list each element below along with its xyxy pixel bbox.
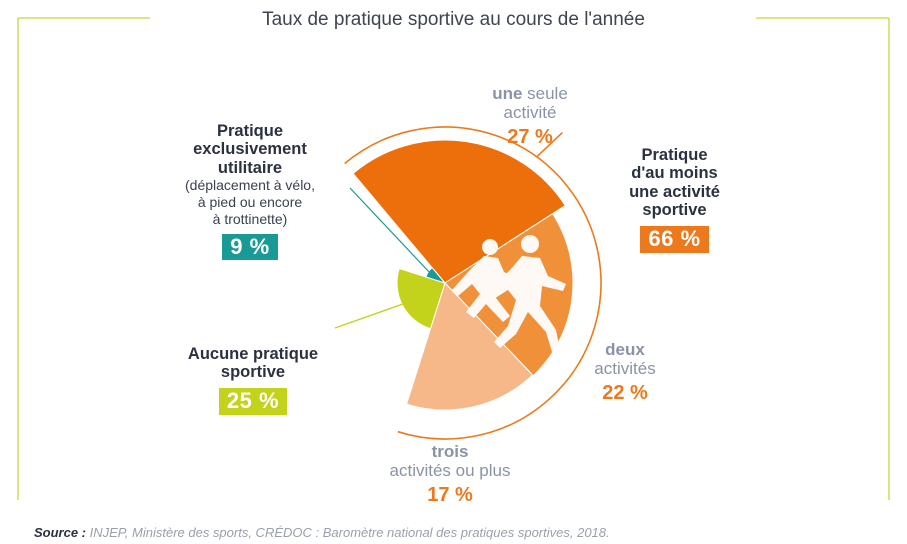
label-util: Pratique exclusivement utilitaire (dépla… (160, 122, 340, 261)
aucune-connector (334, 301, 408, 329)
label-group-line1: Pratique (641, 146, 708, 164)
label-group-pct: 66 % (640, 225, 709, 253)
pie-slice-aucune (396, 267, 446, 330)
label-une-line2: activité (503, 103, 557, 123)
label-une-bold: une (492, 84, 523, 103)
util-connector (349, 187, 431, 274)
chart-title: Taux de pratique sportive au cours de l'… (262, 9, 645, 30)
label-group-line4: sportive (642, 201, 707, 220)
label-trois-bold: trois (431, 442, 469, 461)
source-label: Source : (34, 525, 87, 540)
label-group: Pratique d'au moins une activité sportiv… (612, 146, 737, 253)
label-une: une seule activité 27 % (470, 84, 590, 148)
label-aucune: Aucune pratique sportive 25 % (158, 345, 348, 415)
label-util-line1: Pratique (216, 122, 284, 140)
label-trois-pct: 17 % (427, 484, 473, 507)
label-util-note1: (déplacement à vélo, (185, 177, 315, 194)
label-util-note2: à pied ou encore (197, 194, 303, 211)
pie-slice-deux (444, 212, 574, 377)
label-group-line3: une activité (629, 182, 720, 201)
label-une-rest: seule (522, 84, 568, 103)
label-deux-line2: activités (594, 359, 656, 379)
source-text: INJEP, Ministère des sports, CRÉDOC : Ba… (86, 525, 610, 540)
group-connector (536, 132, 563, 158)
label-util-pct: 9 % (222, 233, 278, 261)
label-util-line2: exclusivement (193, 140, 307, 159)
label-util-line3: utilitaire (217, 158, 283, 177)
label-trois: trois activités ou plus 17 % (360, 442, 540, 506)
label-util-note3: à trottinette) (212, 211, 288, 227)
source-note: Source : INJEP, Ministère des sports, CR… (34, 525, 610, 540)
label-aucune-pct: 25 % (218, 387, 288, 415)
label-group-line2: d'au moins (631, 164, 718, 183)
label-deux-bold: deux (605, 340, 645, 359)
label-deux-pct: 22 % (602, 382, 648, 405)
pie-slice-une (352, 139, 566, 284)
pie-slice-trois (405, 282, 534, 411)
label-trois-line2: activités ou plus (389, 461, 511, 481)
group-arc (344, 126, 602, 440)
label-une-pct: 27 % (507, 126, 553, 149)
runners-icon (452, 235, 566, 352)
label-aucune-line2: sportive (220, 363, 286, 382)
label-deux: deux activités 22 % (570, 340, 680, 404)
label-aucune-line1: Aucune pratique (187, 345, 319, 363)
